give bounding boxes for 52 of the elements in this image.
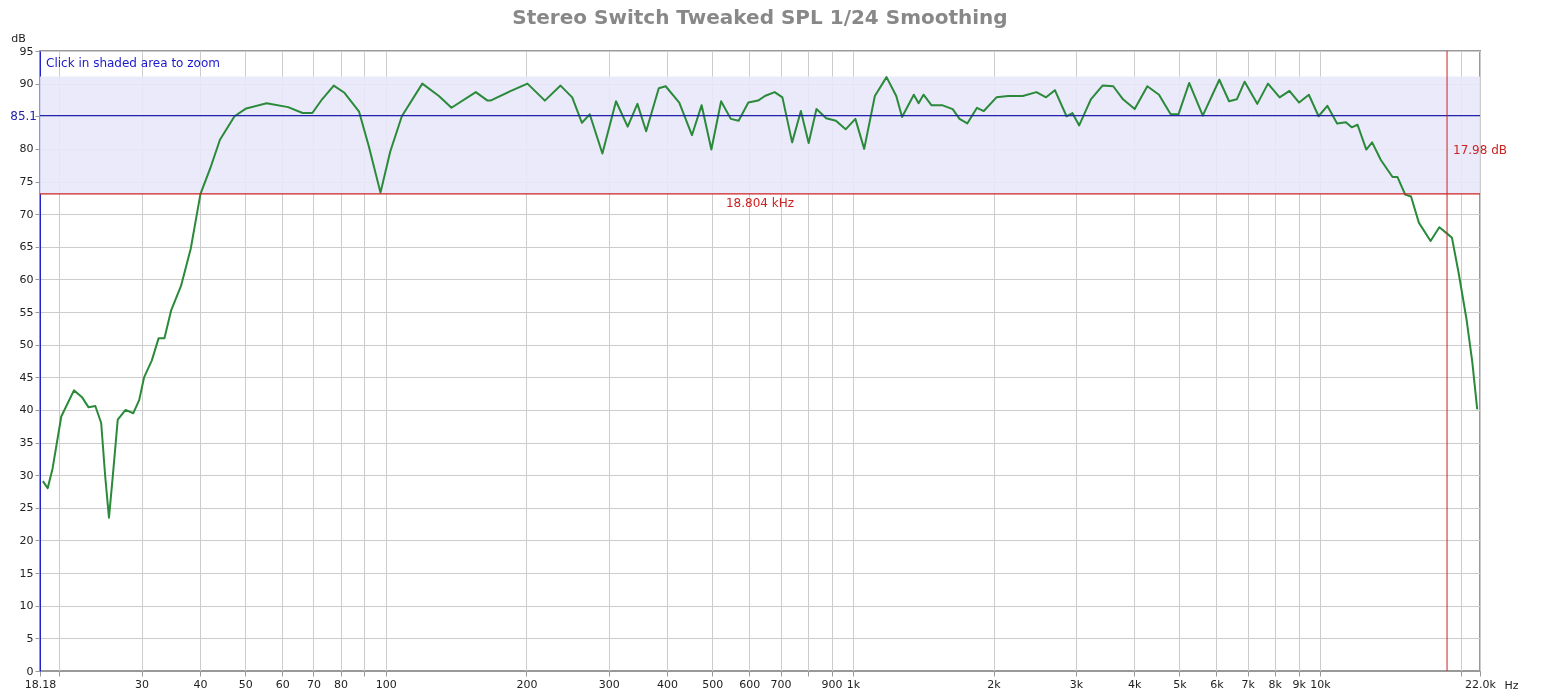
y-tick-label: 5	[26, 631, 34, 645]
y-tick-label: 55	[19, 305, 34, 319]
y-tick-label: 75	[19, 175, 34, 189]
x-tick-label: 600	[739, 677, 761, 691]
x-tick-label: 10k	[1310, 677, 1332, 691]
x-tick-label: 4k	[1127, 677, 1142, 691]
y-tick-label: 35	[19, 436, 34, 450]
y-tick-label: 60	[19, 272, 34, 286]
y-tick-label: 70	[19, 207, 34, 221]
y-tick-label: 50	[19, 338, 34, 352]
band-label: Click in shaded area to zoom	[46, 56, 220, 71]
x-tick-label: 100	[375, 677, 397, 691]
x-tick-label: 1k	[846, 677, 861, 691]
x-tick-label: 70	[306, 677, 321, 691]
y-tick-label: 15	[19, 566, 34, 580]
y-tick-label: 90	[19, 77, 34, 91]
x-tick-label: 2k	[987, 677, 1002, 691]
x-tick-label: 5k	[1173, 677, 1188, 691]
x-tick-label: 8k	[1268, 677, 1283, 691]
x-tick-label: 22.0k	[1465, 677, 1497, 691]
y-tick-label: 65	[19, 240, 34, 254]
x-tick-label: 50	[238, 677, 253, 691]
x-tick-label: 40	[193, 677, 208, 691]
x-axis-title: Hz	[1504, 678, 1519, 692]
x-tick-label: 30	[135, 677, 150, 691]
y-tick-label: 10	[19, 599, 34, 613]
x-tick-label: 60	[275, 677, 290, 691]
x-tick-label: 9k	[1292, 677, 1307, 691]
y-tick-label: 40	[19, 403, 34, 417]
x-tick-label: 80	[334, 677, 349, 691]
y-tick-label: 25	[19, 501, 34, 515]
x-tick-label: 7k	[1241, 677, 1256, 691]
chart-title: Stereo Switch Tweaked SPL 1/24 Smoothing	[512, 5, 1008, 29]
x-tick-label: 18.18	[24, 677, 57, 691]
ref-line-label: 18.804 kHz	[725, 195, 795, 210]
x-tick-label: 700	[770, 677, 792, 691]
x-tick-label: 6k	[1210, 677, 1225, 691]
y-tick-label: 20	[19, 533, 34, 547]
y-tick-label: 0	[26, 664, 34, 678]
y-tick-label: 30	[19, 468, 34, 482]
x-tick-label: 200	[516, 677, 538, 691]
y-tick-label: 45	[19, 370, 34, 384]
y-tick-label: 95	[19, 44, 34, 58]
x-tick-label: 300	[598, 677, 620, 691]
ref-line-label: 85.1	[10, 108, 37, 123]
y-tick-label: 80	[19, 142, 34, 156]
x-tick-label: 3k	[1069, 677, 1084, 691]
x-tick-label: 400	[657, 677, 679, 691]
x-tick-label: 900	[821, 677, 843, 691]
x-tick-label: 500	[702, 677, 724, 691]
ref-line-label: 17.98 dB	[1453, 143, 1508, 158]
y-axis-title: dB	[11, 31, 26, 45]
